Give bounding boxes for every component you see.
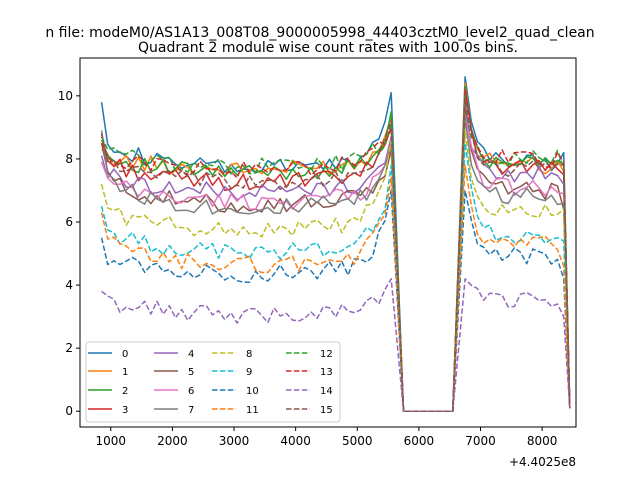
series-line-8 (100, 129, 571, 412)
legend-label-10: 10 (246, 386, 259, 397)
y-tick-label: 10 (58, 89, 73, 103)
series-line-13 (100, 98, 571, 412)
series-line-9 (100, 142, 571, 412)
x-tick-label: 5000 (342, 434, 373, 448)
legend-label-15: 15 (320, 405, 333, 416)
series-line-11 (100, 164, 571, 412)
series-layer (100, 76, 571, 412)
legend-label-4: 4 (188, 349, 194, 360)
legend-label-5: 5 (188, 367, 194, 378)
series-line-3 (100, 88, 571, 412)
plot-frame (79, 57, 577, 428)
y-tick-label: 2 (65, 341, 73, 355)
x-tick-label: 2000 (157, 434, 188, 448)
legend-label-6: 6 (188, 386, 194, 397)
x-tick-label: 3000 (219, 434, 250, 448)
x-axis: 1000 2000 3000 4000 5000 6000 7000 8000 (96, 427, 558, 448)
series-line-10 (100, 189, 571, 412)
legend-label-3: 3 (122, 405, 128, 416)
legend-label-12: 12 (320, 349, 333, 360)
y-tick-label: 8 (65, 152, 73, 166)
legend-label-9: 9 (246, 367, 252, 378)
y-axis: 0 2 4 6 8 10 (58, 89, 80, 418)
series-line-6 (100, 114, 571, 412)
x-offset-label: +4.4025e8 (509, 455, 576, 469)
figure-suptitle: n file: modeM0/AS1A13_008T08_9000005998_… (45, 25, 594, 41)
x-tick-label: 7000 (465, 434, 496, 448)
legend-label-8: 8 (246, 349, 252, 360)
series-line-15 (100, 98, 571, 412)
y-tick-label: 4 (65, 278, 73, 292)
legend-frame (85, 341, 341, 423)
legend-label-0: 0 (122, 349, 128, 360)
series-line-14 (101, 278, 571, 412)
legend-label-13: 13 (320, 367, 333, 378)
legend-label-14: 14 (320, 386, 333, 397)
legend-label-7: 7 (188, 405, 194, 416)
y-tick-label: 0 (65, 404, 73, 418)
legend-label-11: 11 (246, 405, 259, 416)
series-line-12 (100, 95, 571, 412)
x-tick-label: 1000 (96, 434, 127, 448)
chart-title: Quadrant 2 module wise count rates with … (138, 40, 518, 56)
x-tick-label: 6000 (404, 434, 435, 448)
x-tick-label: 8000 (527, 434, 558, 448)
x-tick-label: 4000 (280, 434, 311, 448)
legend-label-1: 1 (122, 367, 128, 378)
legend-label-2: 2 (122, 386, 128, 397)
series-line-7 (100, 117, 571, 412)
y-tick-label: 6 (65, 215, 73, 229)
